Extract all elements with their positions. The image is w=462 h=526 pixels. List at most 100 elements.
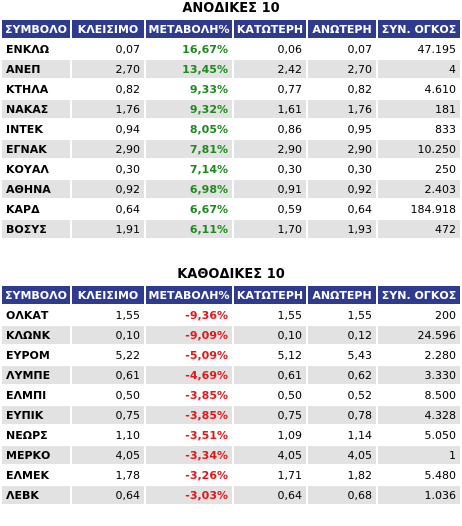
cell-close: 0,75	[72, 406, 144, 424]
table-row: ΕΛΜΠΙ 0,50 -3,85% 0,50 0,52 8.500	[2, 386, 460, 404]
cell-change: -3,26%	[146, 466, 232, 484]
cell-volume: 184.918	[378, 200, 460, 218]
cell-change: 13,45%	[146, 60, 232, 78]
cell-volume: 5.480	[378, 466, 460, 484]
header-change: ΜΕΤΑΒΟΛΗ%	[146, 286, 232, 304]
cell-volume: 4	[378, 60, 460, 78]
cell-symbol[interactable]: ΟΛΚΑΤ	[2, 306, 70, 324]
cell-symbol[interactable]: ΕΓΝΑΚ	[2, 140, 70, 158]
cell-symbol[interactable]: ΚΤΗΛΑ	[2, 80, 70, 98]
cell-close: 2,90	[72, 140, 144, 158]
cell-volume: 1.036	[378, 486, 460, 504]
header-symbol: ΣΥΜΒΟΛΟ	[2, 286, 70, 304]
cell-change: 9,33%	[146, 80, 232, 98]
cell-volume: 181	[378, 100, 460, 118]
table-row: ΛΕΒΚ 0,64 -3,03% 0,64 0,68 1.036	[2, 486, 460, 504]
cell-symbol[interactable]: ΝΕΩΡΣ	[2, 426, 70, 444]
losers-header-row: ΣΥΜΒΟΛΟ ΚΛΕΙΣΙΜΟ ΜΕΤΑΒΟΛΗ% ΚΑΤΩΤΕΡΗ ΑΝΩΤ…	[2, 286, 460, 304]
header-high: ΑΝΩΤΕΡΗ	[308, 20, 376, 38]
cell-symbol[interactable]: ΑΝΕΠ	[2, 60, 70, 78]
cell-close: 1,10	[72, 426, 144, 444]
cell-symbol[interactable]: ΑΘΗΝΑ	[2, 180, 70, 198]
cell-volume: 8.500	[378, 386, 460, 404]
cell-symbol[interactable]: ΛΕΒΚ	[2, 486, 70, 504]
cell-volume: 200	[378, 306, 460, 324]
cell-symbol[interactable]: ΕΛΜΠΙ	[2, 386, 70, 404]
table-row: ΕΥΡΟΜ 5,22 -5,09% 5,12 5,43 2.280	[2, 346, 460, 364]
cell-high: 1,55	[308, 306, 376, 324]
table-row: ΝΕΩΡΣ 1,10 -3,51% 1,09 1,14 5.050	[2, 426, 460, 444]
header-volume: ΣΥΝ. ΟΓΚΟΣ	[378, 20, 460, 38]
cell-change: 6,67%	[146, 200, 232, 218]
cell-low: 1,09	[234, 426, 306, 444]
cell-close: 1,76	[72, 100, 144, 118]
cell-volume: 1	[378, 446, 460, 464]
gainers-title: ΑΝΟΔΙΚΕΣ 10	[182, 1, 280, 16]
cell-symbol[interactable]: ΜΕΡΚΟ	[2, 446, 70, 464]
cell-volume: 833	[378, 120, 460, 138]
cell-symbol[interactable]: ΚΑΡΔ	[2, 200, 70, 218]
cell-change: -5,09%	[146, 346, 232, 364]
header-volume: ΣΥΝ. ΟΓΚΟΣ	[378, 286, 460, 304]
cell-low: 0,59	[234, 200, 306, 218]
cell-symbol[interactable]: ΕΝΚΛΩ	[2, 40, 70, 58]
cell-high: 0,64	[308, 200, 376, 218]
table-row: ΕΝΚΛΩ 0,07 16,67% 0,06 0,07 47.195	[2, 40, 460, 58]
table-row: ΙΝΤΕΚ 0,94 8,05% 0,86 0,95 833	[2, 120, 460, 138]
table-row: ΕΥΠΙΚ 0,75 -3,85% 0,75 0,78 4.328	[2, 406, 460, 424]
cell-high: 2,70	[308, 60, 376, 78]
cell-low: 0,50	[234, 386, 306, 404]
cell-volume: 10.250	[378, 140, 460, 158]
losers-table: ΣΥΜΒΟΛΟ ΚΛΕΙΣΙΜΟ ΜΕΤΑΒΟΛΗ% ΚΑΤΩΤΕΡΗ ΑΝΩΤ…	[0, 284, 462, 506]
cell-symbol[interactable]: ΒΟΣΥΣ	[2, 220, 70, 238]
cell-volume: 472	[378, 220, 460, 238]
cell-volume: 3.330	[378, 366, 460, 384]
cell-low: 0,30	[234, 160, 306, 178]
cell-high: 4,05	[308, 446, 376, 464]
cell-close: 2,70	[72, 60, 144, 78]
cell-change: -3,03%	[146, 486, 232, 504]
cell-close: 0,10	[72, 326, 144, 344]
header-low: ΚΑΤΩΤΕΡΗ	[234, 20, 306, 38]
cell-change: 9,32%	[146, 100, 232, 118]
header-high: ΑΝΩΤΕΡΗ	[308, 286, 376, 304]
cell-symbol[interactable]: ΙΝΤΕΚ	[2, 120, 70, 138]
cell-high: 5,43	[308, 346, 376, 364]
header-low: ΚΑΤΩΤΕΡΗ	[234, 286, 306, 304]
cell-symbol[interactable]: ΚΛΩΝΚ	[2, 326, 70, 344]
cell-symbol[interactable]: ΛΥΜΠΕ	[2, 366, 70, 384]
cell-symbol[interactable]: ΕΥΡΟΜ	[2, 346, 70, 364]
cell-high: 0,95	[308, 120, 376, 138]
header-close: ΚΛΕΙΣΙΜΟ	[72, 20, 144, 38]
cell-high: 0,07	[308, 40, 376, 58]
cell-low: 0,06	[234, 40, 306, 58]
cell-close: 0,94	[72, 120, 144, 138]
cell-low: 0,61	[234, 366, 306, 384]
cell-change: 7,81%	[146, 140, 232, 158]
losers-title: ΚΑΘΟΔΙΚΕΣ 10	[177, 267, 285, 282]
cell-change: 7,14%	[146, 160, 232, 178]
cell-volume: 250	[378, 160, 460, 178]
cell-volume: 4.328	[378, 406, 460, 424]
table-row: ΟΛΚΑΤ 1,55 -9,36% 1,55 1,55 200	[2, 306, 460, 324]
cell-volume: 47.195	[378, 40, 460, 58]
cell-symbol[interactable]: ΕΥΠΙΚ	[2, 406, 70, 424]
cell-low: 0,64	[234, 486, 306, 504]
cell-close: 0,64	[72, 486, 144, 504]
cell-change: -3,85%	[146, 386, 232, 404]
cell-volume: 2.403	[378, 180, 460, 198]
cell-volume: 5.050	[378, 426, 460, 444]
gainers-table: ΣΥΜΒΟΛΟ ΚΛΕΙΣΙΜΟ ΜΕΤΑΒΟΛΗ% ΚΑΤΩΤΕΡΗ ΑΝΩΤ…	[0, 18, 462, 240]
cell-low: 5,12	[234, 346, 306, 364]
cell-close: 0,82	[72, 80, 144, 98]
cell-high: 2,90	[308, 140, 376, 158]
cell-symbol[interactable]: ΕΛΜΕΚ	[2, 466, 70, 484]
cell-high: 0,68	[308, 486, 376, 504]
cell-symbol[interactable]: ΚΟΥΑΛ	[2, 160, 70, 178]
cell-high: 0,12	[308, 326, 376, 344]
cell-close: 1,78	[72, 466, 144, 484]
cell-low: 0,10	[234, 326, 306, 344]
table-row: ΕΛΜΕΚ 1,78 -3,26% 1,71 1,82 5.480	[2, 466, 460, 484]
cell-low: 4,05	[234, 446, 306, 464]
cell-symbol[interactable]: ΝΑΚΑΣ	[2, 100, 70, 118]
